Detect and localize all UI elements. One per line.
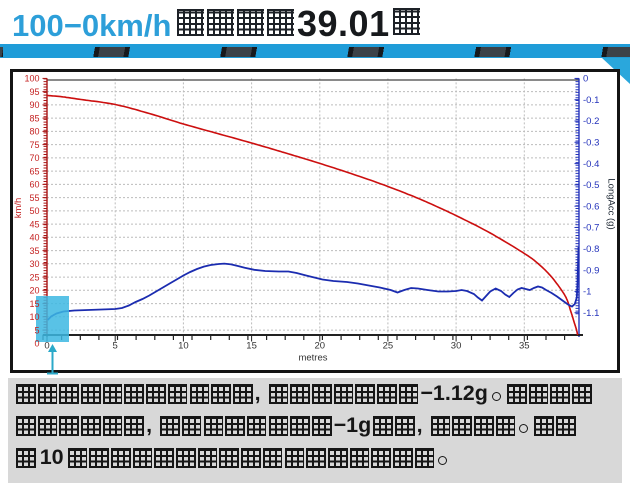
svg-text:-0.2: -0.2 [583, 116, 599, 127]
svg-text:15: 15 [29, 299, 39, 309]
svg-text:35: 35 [519, 341, 530, 352]
svg-text:95: 95 [29, 87, 39, 97]
svg-text:25: 25 [383, 341, 394, 352]
svg-text:20: 20 [315, 341, 326, 352]
svg-text:-1: -1 [583, 287, 591, 298]
svg-text:100: 100 [24, 74, 39, 84]
svg-text:40: 40 [29, 233, 39, 243]
svg-text:-0.4: -0.4 [583, 159, 599, 170]
svg-text:90: 90 [29, 100, 39, 110]
svg-text:15: 15 [246, 341, 257, 352]
svg-text:km/h: km/h [13, 198, 24, 219]
svg-text:0: 0 [583, 74, 588, 85]
svg-text:55: 55 [29, 193, 39, 203]
svg-text:50: 50 [29, 206, 39, 216]
svg-text:0: 0 [44, 341, 49, 352]
svg-text:10: 10 [178, 341, 189, 352]
svg-text:-1.1: -1.1 [583, 308, 599, 319]
svg-text:45: 45 [29, 219, 39, 229]
svg-text:-0.1: -0.1 [583, 95, 599, 106]
svg-text:-0.6: -0.6 [583, 201, 599, 212]
svg-text:metres: metres [298, 353, 327, 364]
svg-text:5: 5 [113, 341, 118, 352]
svg-text:0: 0 [34, 339, 39, 349]
svg-text:25: 25 [29, 272, 39, 282]
svg-text:30: 30 [29, 259, 39, 269]
svg-text:65: 65 [29, 166, 39, 176]
svg-text:-0.9: -0.9 [583, 265, 599, 276]
svg-text:80: 80 [29, 127, 39, 137]
svg-text:60: 60 [29, 180, 39, 190]
svg-text:85: 85 [29, 113, 39, 123]
svg-text:75: 75 [29, 140, 39, 150]
svg-text:30: 30 [451, 341, 462, 352]
svg-text:70: 70 [29, 153, 39, 163]
svg-text:5: 5 [34, 325, 39, 335]
svg-text:10: 10 [29, 312, 39, 322]
svg-text:LongAcc (g): LongAcc (g) [606, 178, 617, 229]
svg-text:-0.8: -0.8 [583, 244, 599, 255]
svg-text:-0.7: -0.7 [583, 223, 599, 234]
svg-text:35: 35 [29, 246, 39, 256]
svg-text:-0.5: -0.5 [583, 180, 599, 191]
svg-text:20: 20 [29, 286, 39, 296]
svg-text:-0.3: -0.3 [583, 138, 599, 149]
